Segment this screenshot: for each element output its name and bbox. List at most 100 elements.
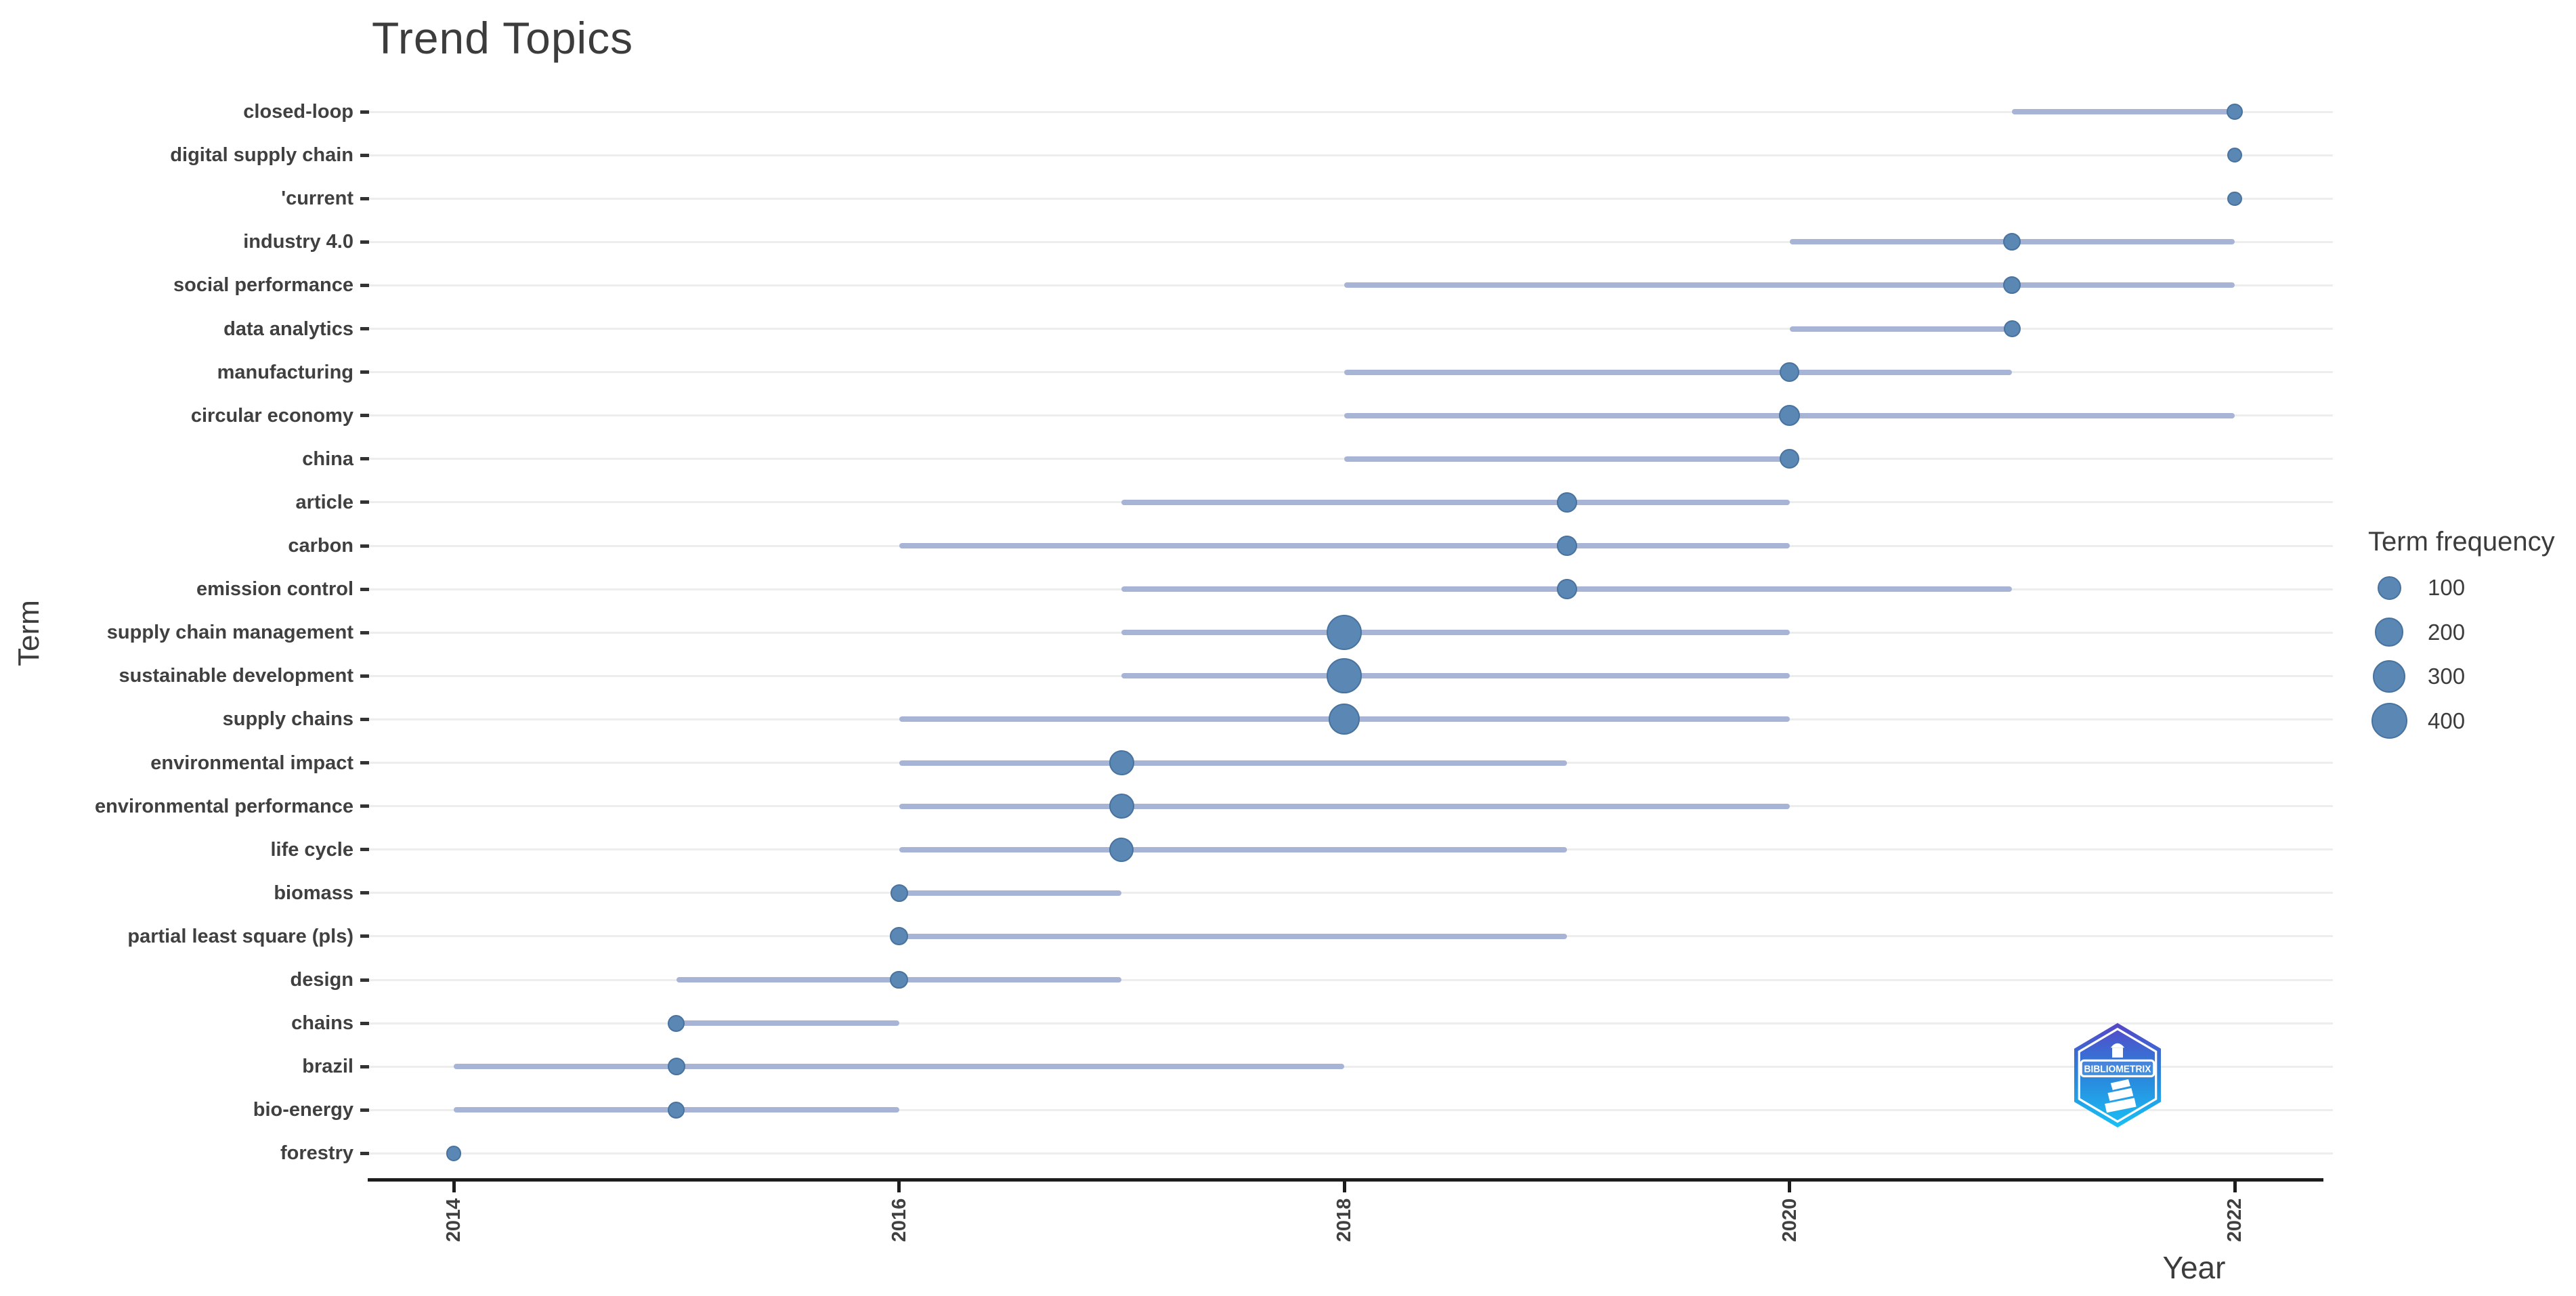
term-label: china: [302, 448, 353, 470]
bibliometrix-logo-icon: BIBLIOMETRIX: [2074, 1022, 2161, 1128]
y-axis-tick: [360, 327, 369, 330]
bibliometrix-logo-text: BIBLIOMETRIX: [2084, 1064, 2151, 1075]
chart-title: Trend Topics: [372, 13, 634, 63]
term-label: chains: [291, 1012, 353, 1035]
frequency-dot: [2003, 233, 2021, 251]
row-gridline: [369, 1108, 2333, 1111]
y-axis-tick: [360, 240, 369, 244]
frequency-dot: [1109, 837, 1134, 862]
trend-line: [899, 543, 1790, 548]
row-gridline: [369, 1065, 2333, 1068]
x-axis-tick: [1788, 1182, 1791, 1192]
y-axis-tick: [360, 544, 369, 548]
legend-size-label: 200: [2428, 619, 2466, 645]
trend-line: [899, 760, 1567, 766]
legend-size-label: 100: [2428, 575, 2466, 600]
term-label: digital supply chain: [170, 144, 353, 167]
term-label: data analytics: [223, 318, 353, 340]
term-label: circular economy: [190, 404, 353, 427]
term-label: partial least square (pls): [127, 925, 353, 947]
y-axis-tick: [360, 370, 369, 374]
frequency-dot: [1326, 615, 1362, 651]
frequency-dot: [1556, 492, 1577, 513]
term-label: supply chains: [222, 708, 353, 731]
frequency-dot: [1779, 362, 1800, 383]
trend-line: [1344, 456, 1790, 462]
frequency-dot: [890, 884, 908, 902]
y-axis-tick: [360, 500, 369, 504]
legend-size-dot: [2377, 576, 2401, 600]
frequency-dot: [668, 1014, 685, 1032]
frequency-dot: [2227, 148, 2243, 163]
row-gridline: [369, 110, 2333, 113]
frequency-dot: [2003, 276, 2021, 295]
legend-size-dot: [2371, 703, 2407, 739]
x-axis-line: [368, 1178, 2323, 1182]
y-axis-tick: [360, 414, 369, 418]
y-axis-tick: [360, 934, 369, 938]
y-axis-tick: [360, 283, 369, 287]
frequency-dot: [1779, 449, 1800, 469]
y-axis-tick: [360, 153, 369, 157]
term-label: design: [290, 969, 353, 991]
term-label: environmental performance: [95, 795, 353, 817]
frequency-dot: [446, 1146, 462, 1161]
term-label: manufacturing: [217, 361, 353, 383]
row-gridline: [369, 197, 2333, 200]
frequency-dot: [2227, 191, 2242, 206]
x-axis-title: Year: [2162, 1250, 2226, 1285]
frequency-dot: [1327, 658, 1362, 694]
frequency-dot: [2227, 104, 2243, 120]
trend-line: [1121, 630, 1790, 636]
trend-line: [1121, 499, 1790, 505]
frequency-dot: [667, 1058, 685, 1076]
y-axis-tick: [360, 1151, 369, 1155]
term-label: 'current: [281, 188, 353, 210]
frequency-dot: [890, 927, 908, 946]
term-label: bio-energy: [253, 1099, 353, 1121]
x-axis-tick: [452, 1182, 456, 1192]
term-label: supply chain management: [106, 622, 353, 644]
row-gridline: [369, 154, 2333, 156]
bibliometrix-logo: BIBLIOMETRIX: [2068, 1021, 2167, 1129]
term-label: life cycle: [270, 838, 353, 861]
x-tick-label: 2014: [443, 1198, 465, 1243]
legend-size-label: 300: [2428, 664, 2466, 689]
row-gridline: [369, 1152, 2333, 1154]
row-gridline: [369, 978, 2333, 981]
frequency-dot: [1109, 750, 1134, 775]
y-axis-tick: [360, 717, 369, 721]
trend-line: [1121, 673, 1790, 679]
row-gridline: [369, 1022, 2333, 1024]
term-label: emission control: [196, 578, 353, 601]
term-label: article: [295, 491, 353, 513]
trend-line: [899, 846, 1567, 852]
y-axis-tick: [360, 630, 369, 634]
term-label: sustainable development: [119, 665, 354, 687]
frequency-dot: [1556, 536, 1577, 556]
y-axis-tick: [360, 1064, 369, 1068]
legend-title: Term frequency: [2368, 527, 2555, 557]
row-gridline: [369, 240, 2333, 243]
x-tick-label: 2018: [1333, 1198, 1355, 1243]
term-label: forestry: [280, 1142, 353, 1165]
frequency-dot: [890, 970, 908, 989]
y-axis-tick: [360, 978, 369, 982]
y-axis-tick: [360, 457, 369, 461]
trend-line: [1344, 369, 2013, 375]
trend-line: [1789, 326, 2013, 332]
y-axis-tick: [360, 196, 369, 200]
term-label: social performance: [173, 274, 353, 297]
x-axis-tick: [1342, 1182, 1346, 1192]
term-label: industry 4.0: [243, 231, 353, 253]
legend-size-dot: [2374, 618, 2404, 647]
legend-size-dot: [2372, 660, 2406, 693]
trend-line: [1344, 282, 2235, 288]
y-axis-tick: [360, 674, 369, 678]
term-label: biomass: [274, 882, 353, 904]
term-label: environmental impact: [150, 752, 353, 774]
frequency-dot: [668, 1101, 685, 1119]
term-label: brazil: [302, 1056, 353, 1078]
y-axis-tick: [360, 848, 369, 852]
